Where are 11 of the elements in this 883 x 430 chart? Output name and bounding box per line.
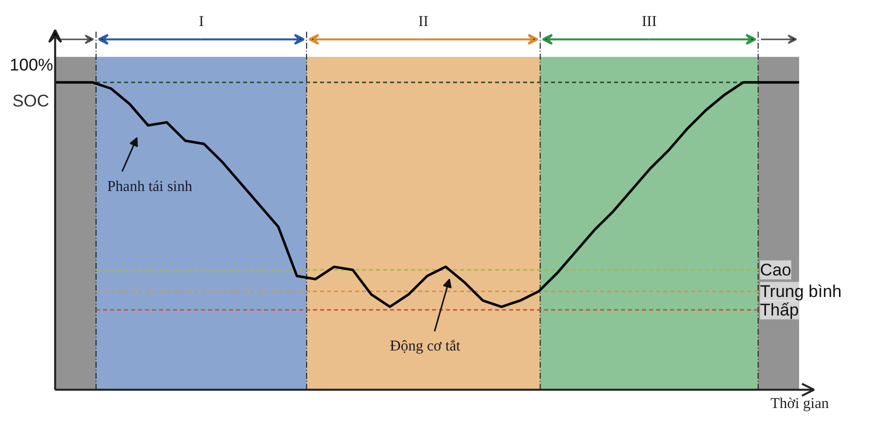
annotation: Phanh tái sinh — [107, 178, 193, 195]
ref-line-label: Cao — [760, 260, 792, 280]
text: 100% — [10, 55, 54, 74]
text: I — [198, 14, 204, 30]
text: II — [418, 14, 428, 30]
ref-line-label: Trung bình — [760, 282, 842, 301]
text: III — [642, 14, 657, 30]
ref-line-label: Thấp — [760, 300, 799, 320]
y-axis-title: SOC — [12, 91, 50, 110]
annotation: Động cơ tắt — [390, 338, 462, 355]
x-axis-title: Thời gian — [770, 396, 830, 412]
